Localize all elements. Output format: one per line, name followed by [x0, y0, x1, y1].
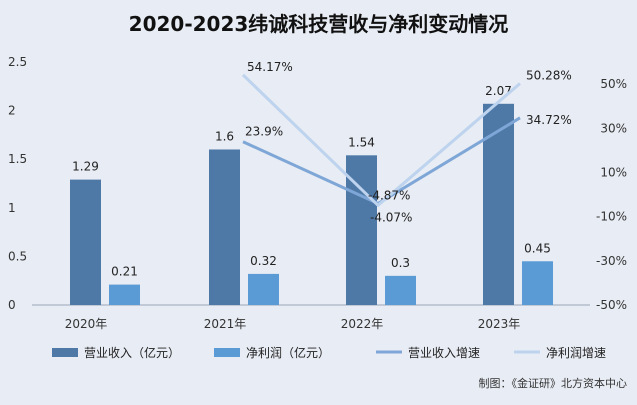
bar	[483, 103, 514, 306]
y-left-tick-label: 1	[8, 201, 16, 215]
y-left-tick-label: 2.5	[8, 55, 27, 69]
line-data-label: 50.28%	[526, 68, 572, 82]
source-note: 制图：《金证研》北方资本中心	[478, 377, 628, 390]
bar-data-label: 1.6	[215, 129, 234, 143]
legend-label: 营业收入增速	[408, 346, 480, 360]
line-data-label: 54.17%	[247, 60, 293, 74]
bar-data-label: 1.29	[72, 160, 99, 174]
bar	[248, 273, 279, 305]
legend-swatch	[52, 348, 78, 357]
bar-data-label: 0.45	[524, 241, 551, 255]
line-data-label: 23.9%	[245, 125, 283, 139]
x-tick-label: 2021年	[204, 317, 247, 331]
line-data-label: -4.07%	[370, 211, 412, 225]
y-right-tick-label: 30%	[600, 121, 627, 135]
bar	[109, 284, 140, 305]
bar-data-label: 0.3	[391, 256, 410, 270]
bar	[522, 261, 553, 305]
series-line	[241, 73, 521, 207]
y-right-tick-label: -50%	[596, 298, 627, 312]
bar	[70, 179, 101, 305]
legend-label: 净利润（亿元）	[246, 345, 330, 360]
legend-label: 营业收入（亿元）	[84, 345, 180, 360]
x-tick-label: 2023年	[478, 317, 521, 331]
y-right-tick-label: -30%	[596, 254, 627, 268]
bar	[385, 275, 416, 305]
y-left-tick-label: 2	[8, 104, 16, 118]
line-data-label: 34.72%	[526, 113, 572, 127]
bar-data-label: 0.32	[250, 254, 277, 268]
bar-data-label: 1.54	[348, 135, 375, 149]
y-left-tick-label: 1.5	[8, 152, 27, 166]
y-left-tick-label: 0	[8, 298, 16, 312]
x-tick-label: 2020年	[65, 317, 108, 331]
legend-label: 净利润增速	[546, 346, 606, 360]
x-tick-label: 2022年	[341, 317, 384, 331]
y-right-tick-label: -10%	[596, 210, 627, 224]
line-data-label: -4.87%	[368, 188, 410, 202]
chart-title: 2020-2023纬诚科技营收与净利变动情况	[128, 12, 509, 36]
bar	[209, 149, 240, 305]
legend-swatch	[214, 348, 240, 357]
y-right-tick-label: 10%	[600, 165, 627, 179]
y-left-tick-label: 0.5	[8, 249, 27, 263]
bar-data-label: 0.21	[111, 265, 138, 279]
y-right-tick-label: 50%	[600, 77, 627, 91]
